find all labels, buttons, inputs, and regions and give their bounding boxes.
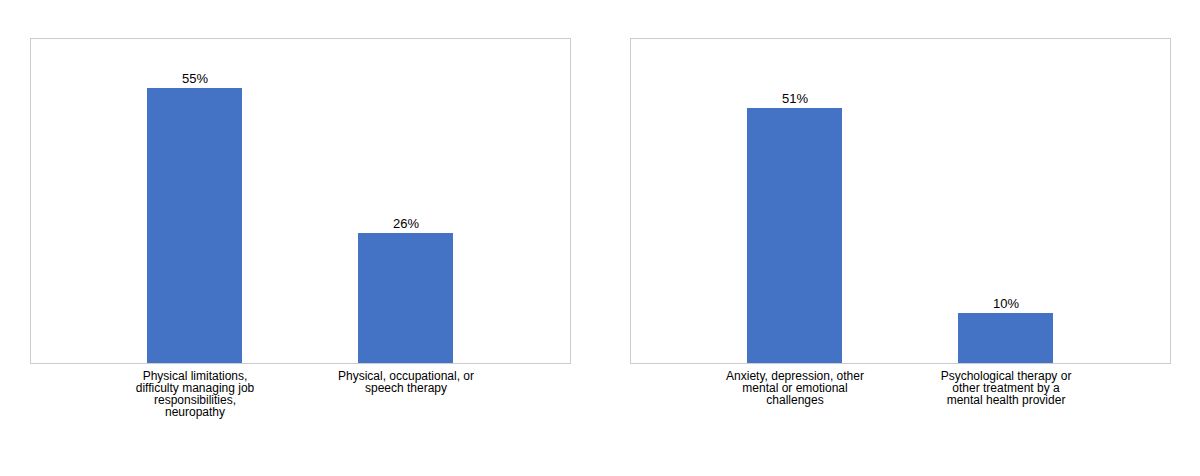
svg-text:55%: 55% <box>182 71 208 86</box>
svg-text:Physical, occupational, orspee: Physical, occupational, orspeech therapy <box>338 369 474 395</box>
svg-text:10%: 10% <box>993 296 1019 311</box>
svg-text:51%: 51% <box>782 91 808 106</box>
svg-text:26%: 26% <box>393 216 419 231</box>
svg-text:Psychological therapy orother: Psychological therapy orother treatment … <box>941 369 1072 407</box>
svg-text:Physical limitations,difficult: Physical limitations,difficulty managing… <box>136 369 255 419</box>
svg-text:Anxiety, depression, otherment: Anxiety, depression, othermental or emot… <box>726 369 864 407</box>
